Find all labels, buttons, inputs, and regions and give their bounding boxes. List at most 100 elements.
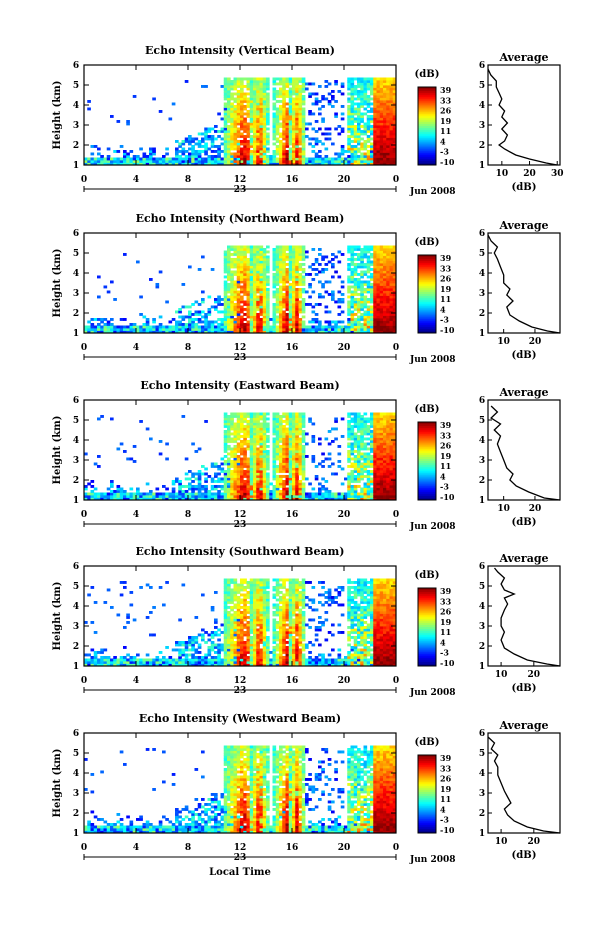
heatmap-cell [288, 440, 293, 443]
heatmap-cell [246, 445, 251, 448]
heatmap-cell [301, 120, 306, 123]
heatmap-cell [373, 132, 377, 136]
heatmap-cell [269, 162, 273, 166]
heatmap-cell [217, 150, 221, 153]
month-label: Jun 2008 [409, 355, 456, 365]
heatmap-cell [288, 117, 293, 121]
heatmap-cell [188, 160, 192, 163]
heatmap-cell [223, 288, 228, 291]
heatmap-cell [240, 435, 244, 438]
heatmap-cell [100, 325, 104, 329]
heatmap-cell [386, 100, 390, 103]
heatmap-cell [392, 310, 397, 314]
heatmap-cell [301, 145, 306, 148]
heatmap-cell [383, 102, 387, 106]
heatmap-cell [240, 487, 244, 491]
heatmap-cell [379, 270, 384, 274]
heatmap-cell [90, 492, 95, 496]
heatmap-cell [383, 137, 387, 141]
heatmap-cell [324, 157, 329, 161]
heatmap-cell [236, 435, 241, 438]
heatmap-cell [168, 492, 173, 496]
heatmap-cell [259, 263, 264, 266]
heatmap-cell [269, 497, 273, 501]
heatmap-cell [340, 127, 345, 131]
heatmap-cell [282, 305, 286, 309]
heatmap-cell [243, 482, 247, 486]
heatmap-cell [379, 268, 384, 271]
heatmap-cell [227, 425, 231, 428]
heatmap-cell [145, 155, 150, 158]
heatmap-cell [360, 495, 364, 498]
heatmap-cell [383, 255, 387, 259]
heatmap-cell [337, 305, 342, 309]
heatmap-cell [253, 447, 257, 451]
heatmap-cell [363, 280, 368, 284]
heatmap-cell [233, 117, 238, 121]
heatmap-cell [275, 275, 280, 279]
heatmap-cell [301, 253, 306, 256]
heatmap-cell [139, 492, 143, 496]
heatmap-cell [314, 155, 319, 158]
heatmap-cell [353, 325, 358, 329]
heatmap-cell [301, 283, 306, 286]
heatmap-cell [272, 495, 277, 498]
heatmap-cell [288, 137, 293, 141]
heatmap-cell [129, 162, 134, 166]
heatmap-cell [373, 320, 377, 324]
heatmap-cell [327, 442, 332, 446]
heatmap-cell [340, 253, 345, 256]
colorbar-band [418, 100, 436, 104]
heatmap-cell [230, 318, 234, 321]
heatmap-cell [353, 280, 358, 284]
heatmap-cell [181, 315, 186, 319]
heatmap-cell [253, 92, 257, 96]
heatmap-cell [288, 477, 293, 481]
heatmap-cell [181, 160, 186, 163]
heatmap-cell [256, 140, 260, 143]
heatmap-cell [301, 435, 306, 438]
heatmap-cell [230, 265, 234, 269]
colorbar-band [418, 94, 436, 98]
colorbar-tick-label: -10 [440, 325, 455, 335]
heatmap-cell [389, 288, 394, 291]
heatmap-cell [347, 77, 351, 81]
heatmap-cell [288, 318, 293, 321]
heatmap-cell [347, 425, 351, 428]
colorbar-band [418, 288, 436, 291]
heatmap-cell [266, 127, 270, 131]
heatmap-cell [301, 127, 306, 131]
heatmap-cell [311, 102, 316, 106]
heatmap-cell [266, 95, 270, 98]
heatmap-cell [376, 480, 381, 483]
heatmap-cell [191, 162, 195, 166]
heatmap-cell [272, 437, 277, 441]
heatmap-cell [243, 142, 247, 146]
heatmap-cell [334, 420, 338, 423]
heatmap-cell [97, 160, 101, 163]
heatmap-cell [149, 150, 153, 153]
heatmap-cell [366, 265, 371, 269]
heatmap-cell [353, 248, 358, 251]
heatmap-cell [324, 290, 329, 294]
heatmap-cell [243, 97, 247, 101]
heatmap-cell [243, 475, 247, 478]
heatmap-cell [275, 445, 280, 448]
colorbar-band [418, 264, 436, 268]
heatmap-cell [207, 495, 212, 498]
heatmap-cell [246, 150, 251, 153]
heatmap-cell [295, 313, 299, 316]
heatmap-cell [236, 127, 241, 131]
colorbar-band [418, 299, 436, 303]
heatmap-cell [282, 155, 286, 158]
heatmap-cell [171, 318, 176, 321]
heatmap-cell [295, 437, 299, 441]
heatmap-cell [334, 100, 338, 103]
heatmap-cell [262, 480, 267, 483]
heatmap-cell [259, 130, 264, 133]
heatmap-cell [324, 305, 329, 309]
heatmap-cell [386, 140, 390, 143]
heatmap-cell [386, 145, 390, 148]
heatmap-cell [285, 288, 290, 291]
heatmap-cell [311, 160, 316, 163]
